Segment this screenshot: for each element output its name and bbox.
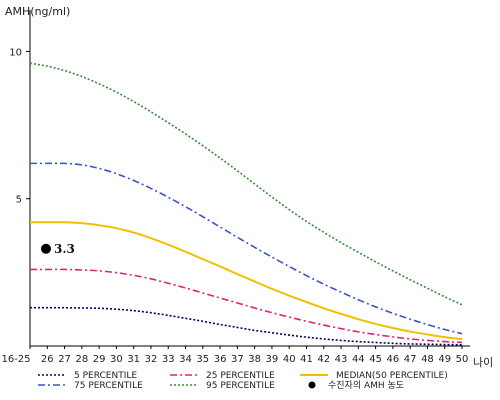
x-tick-label: 29 xyxy=(93,354,106,365)
x-axis-title: 나이 xyxy=(473,356,493,369)
x-tick-label: 31 xyxy=(127,354,140,365)
series-line-median-50-percentile xyxy=(30,221,463,341)
legend-label-5-percentile: 5 PERCENTILE xyxy=(74,371,137,381)
x-tick-label: 30 xyxy=(110,354,123,365)
percentile-lines xyxy=(29,62,463,346)
x-tick-label: 33 xyxy=(162,354,175,365)
patient-marker-group: 3.3 xyxy=(41,242,75,256)
patient-amh-point xyxy=(41,243,51,254)
x-tick-label: 44 xyxy=(352,354,365,365)
x-tick-label: 45 xyxy=(369,354,382,365)
x-tick-label: 47 xyxy=(404,354,417,365)
patient-amh-value-label: 3.3 xyxy=(54,242,75,256)
x-tick-label: 38 xyxy=(248,354,261,365)
x-tick-label: 34 xyxy=(179,354,192,365)
series-line-5-percentile xyxy=(30,306,463,346)
y-tick-label: 10 xyxy=(9,47,22,58)
x-tick-label: 41 xyxy=(300,354,313,365)
x-tick-label: 46 xyxy=(387,354,400,365)
x-tick-label: 28 xyxy=(75,354,88,365)
series-line-25-percentile xyxy=(30,268,463,344)
legend-label-patient: 수진자의 AMH 농도 xyxy=(328,380,404,391)
legend-label-median-50-percentile: MEDIAN(50 PERCENTILE) xyxy=(336,371,448,381)
x-tick-label: 35 xyxy=(196,354,209,365)
x-tick-label: 49 xyxy=(438,354,451,365)
series-line-95-percentile xyxy=(29,62,463,306)
legend-marker-patient xyxy=(308,381,316,389)
x-tick-label: 40 xyxy=(283,354,296,365)
y-axis-title: AMH(ng/ml) xyxy=(5,5,70,18)
x-tick-label: 16-25 xyxy=(1,354,30,365)
x-tick-label: 39 xyxy=(266,354,279,365)
y-tick-label: 5 xyxy=(16,195,22,206)
x-tick-label: 43 xyxy=(335,354,348,365)
legend-label-25-percentile: 25 PERCENTILE xyxy=(206,371,275,381)
legend-label-95-percentile: 95 PERCENTILE xyxy=(206,381,275,391)
x-tick-label: 42 xyxy=(317,354,330,365)
x-tick-label: 32 xyxy=(145,354,158,365)
series-line-75-percentile xyxy=(30,162,463,335)
x-tick-label: 26 xyxy=(41,354,54,365)
axes: AMH(ng/ml) 5 10 16-25 26 27 28 29 30 31 32 33 34 35 36… xyxy=(1,5,493,369)
x-tick-label: 27 xyxy=(58,354,71,365)
x-tick-label: 48 xyxy=(421,354,434,365)
x-tick-label: 37 xyxy=(231,354,244,365)
legend-label-75-percentile: 75 PERCENTILE xyxy=(74,381,143,391)
legend: 5 PERCENTILE 25 PERCENTILE MEDIAN(50 PERCE… xyxy=(38,371,448,391)
x-tick-label: 36 xyxy=(214,354,227,365)
x-tick-label: 50 xyxy=(456,354,469,365)
